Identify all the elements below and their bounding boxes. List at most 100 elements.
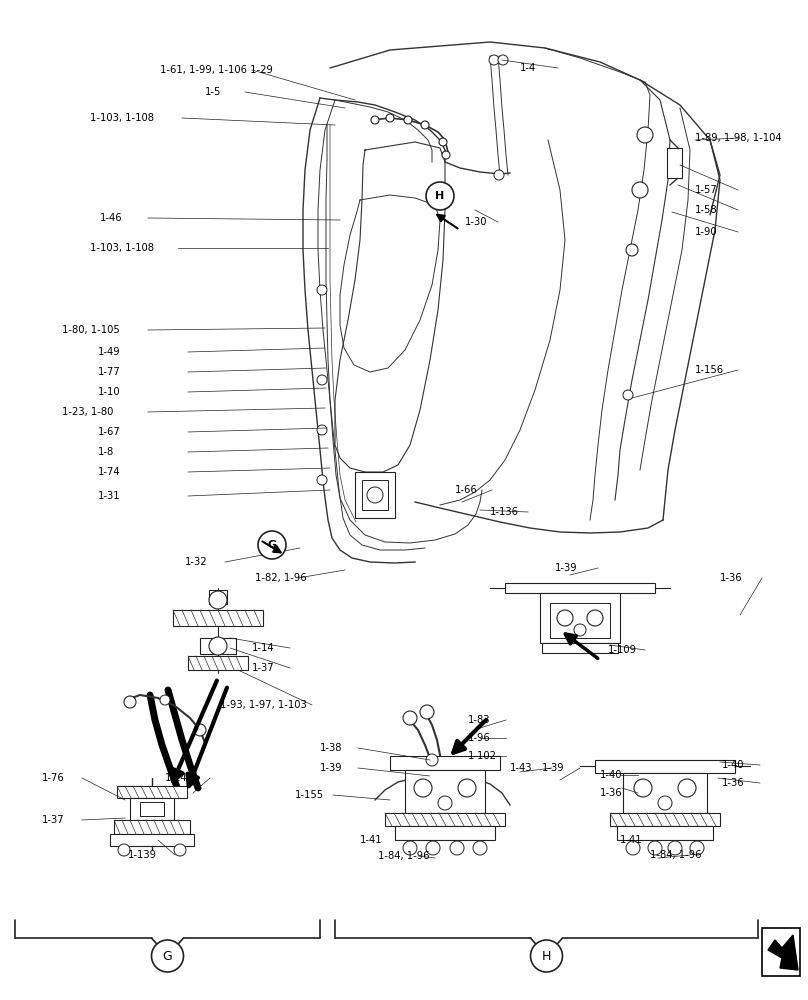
Circle shape (458, 779, 476, 797)
Circle shape (489, 55, 499, 65)
Text: 1-102: 1-102 (468, 751, 497, 761)
Polygon shape (395, 826, 495, 840)
Text: 1-136: 1-136 (490, 507, 519, 517)
Polygon shape (505, 583, 655, 593)
Circle shape (626, 841, 640, 855)
Circle shape (371, 116, 379, 124)
Circle shape (160, 695, 170, 705)
Polygon shape (173, 610, 263, 626)
Circle shape (209, 637, 227, 655)
Text: 1-40: 1-40 (722, 760, 744, 770)
Circle shape (420, 705, 434, 719)
Circle shape (637, 127, 653, 143)
Text: 1-5: 1-5 (205, 87, 221, 97)
Polygon shape (362, 480, 388, 510)
Text: 1-38: 1-38 (320, 743, 343, 753)
Text: G: G (267, 540, 276, 550)
Circle shape (421, 121, 429, 129)
Circle shape (648, 841, 662, 855)
Circle shape (118, 844, 130, 856)
Text: 1-77: 1-77 (98, 367, 120, 377)
Circle shape (498, 55, 508, 65)
Circle shape (438, 796, 452, 810)
Text: 1-39: 1-39 (320, 763, 343, 773)
Circle shape (626, 244, 638, 256)
Text: 1-37: 1-37 (42, 815, 65, 825)
Circle shape (209, 591, 227, 609)
Text: 1-109: 1-109 (608, 645, 637, 655)
Text: 1-8: 1-8 (98, 447, 114, 457)
Circle shape (690, 841, 704, 855)
Polygon shape (595, 760, 735, 773)
Polygon shape (623, 773, 707, 813)
Text: 1-80, 1-105: 1-80, 1-105 (62, 325, 120, 335)
Polygon shape (768, 935, 798, 970)
Polygon shape (110, 834, 194, 846)
Polygon shape (617, 826, 713, 840)
Text: 1-58: 1-58 (695, 205, 718, 215)
Circle shape (386, 114, 394, 122)
Circle shape (442, 151, 450, 159)
Circle shape (403, 711, 417, 725)
Text: 1-23, 1-80: 1-23, 1-80 (62, 407, 113, 417)
Circle shape (678, 779, 696, 797)
Circle shape (557, 610, 573, 626)
Circle shape (317, 375, 327, 385)
Text: 1-43: 1-43 (510, 763, 532, 773)
Text: 1-39: 1-39 (542, 763, 565, 773)
Circle shape (367, 487, 383, 503)
Circle shape (668, 841, 682, 855)
Text: 1-41: 1-41 (360, 835, 383, 845)
Text: 1-84, 1-96: 1-84, 1-96 (650, 850, 701, 860)
Circle shape (317, 475, 327, 485)
Circle shape (258, 531, 286, 559)
FancyBboxPatch shape (762, 928, 800, 976)
Circle shape (403, 841, 417, 855)
Circle shape (404, 116, 412, 124)
Text: 1-96: 1-96 (468, 733, 490, 743)
Circle shape (317, 285, 327, 295)
Text: 1-4: 1-4 (520, 63, 537, 73)
Text: 1-67: 1-67 (98, 427, 120, 437)
Polygon shape (550, 603, 610, 638)
Text: 1-14: 1-14 (252, 643, 275, 653)
Text: 1-41: 1-41 (620, 835, 642, 845)
Circle shape (658, 796, 672, 810)
Polygon shape (355, 472, 395, 518)
Circle shape (152, 940, 183, 972)
Circle shape (632, 182, 648, 198)
Text: 1-103, 1-108: 1-103, 1-108 (90, 243, 154, 253)
Polygon shape (405, 770, 485, 813)
Text: 1-66: 1-66 (455, 485, 478, 495)
Text: 1-32: 1-32 (185, 557, 208, 567)
Text: 1-46: 1-46 (100, 213, 123, 223)
Text: H: H (436, 191, 444, 201)
Text: 1-30: 1-30 (465, 217, 487, 227)
Circle shape (439, 138, 447, 146)
Text: 1-36: 1-36 (722, 778, 745, 788)
Polygon shape (188, 656, 248, 670)
Text: G: G (162, 950, 172, 962)
Polygon shape (130, 798, 174, 820)
Text: 1-103, 1-108: 1-103, 1-108 (90, 113, 154, 123)
Circle shape (174, 844, 186, 856)
Circle shape (473, 841, 487, 855)
Polygon shape (140, 802, 164, 816)
Circle shape (426, 754, 438, 766)
Text: 1-90: 1-90 (695, 227, 718, 237)
Polygon shape (200, 638, 236, 654)
Polygon shape (390, 756, 500, 770)
Polygon shape (209, 590, 227, 604)
Polygon shape (385, 813, 505, 826)
Circle shape (450, 841, 464, 855)
Text: 1-139: 1-139 (128, 850, 157, 860)
Polygon shape (117, 786, 187, 798)
Circle shape (623, 390, 633, 400)
Text: 1-156: 1-156 (695, 365, 724, 375)
Polygon shape (542, 643, 618, 653)
Circle shape (587, 610, 603, 626)
Text: 1-36: 1-36 (600, 788, 623, 798)
Circle shape (494, 170, 504, 180)
Circle shape (574, 624, 586, 636)
Circle shape (194, 724, 206, 736)
